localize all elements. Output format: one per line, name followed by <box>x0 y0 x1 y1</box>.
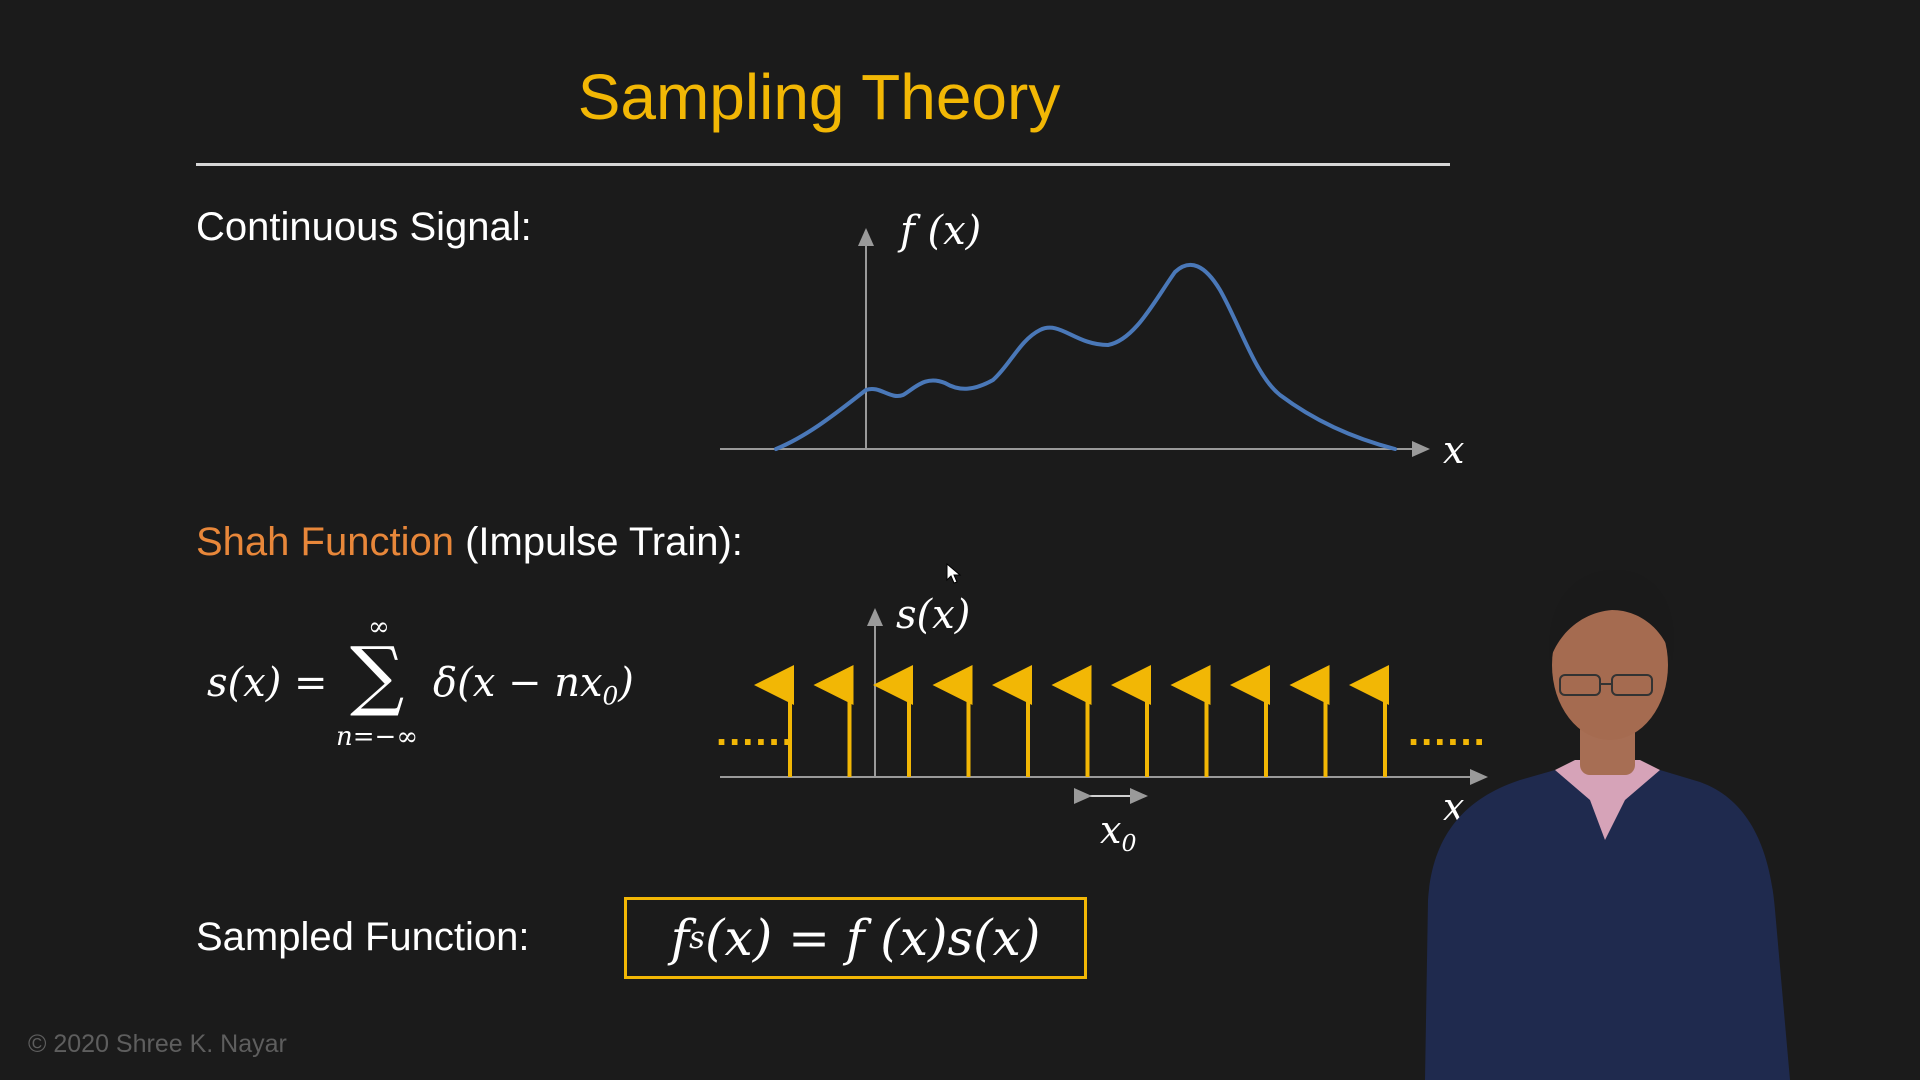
shah-x-label: x <box>1443 785 1465 829</box>
slide-title: Sampling Theory <box>577 61 1061 133</box>
continuous-x-label: x <box>1443 428 1465 472</box>
x0-label-base: x <box>1100 808 1122 852</box>
shah-formula-delta: δ(x − nx <box>433 660 603 706</box>
left-continuation-dots: ...... <box>716 710 795 754</box>
sx-axis-label: s(x) <box>896 592 971 638</box>
sampled-function-formula-box: f s (x) = f (x)s(x) <box>624 897 1087 979</box>
mouse-cursor-icon <box>946 563 962 584</box>
sampled-function-heading: Sampled Function: <box>196 915 530 959</box>
sampled-formula-rest: (x) = f (x)s(x) <box>705 909 1041 967</box>
sum-upper-limit: ∞ <box>368 612 390 642</box>
copyright-notice: © 2020 Shree K. Nayar <box>28 1030 287 1058</box>
sum-symbol: ∑ <box>350 630 405 719</box>
x0-label-sub: 0 <box>1121 829 1137 858</box>
title-divider <box>196 163 1450 166</box>
sum-lower-limit: n=−∞ <box>336 722 418 752</box>
shah-formula-rhs: δ(x − nx0) <box>433 660 634 711</box>
impulse-train <box>754 665 1389 777</box>
x0-label: x0 <box>1100 808 1136 857</box>
continuous-signal-heading: Continuous Signal: <box>196 205 532 249</box>
right-continuation-dots: ...... <box>1408 710 1487 754</box>
continuous-signal-curve <box>774 262 1397 451</box>
shah-formula-sub: 0 <box>602 681 619 711</box>
fx-axis-label: f (x) <box>900 208 982 254</box>
shah-formula-lhs: s(x) = <box>207 660 328 706</box>
sampled-f: f <box>670 909 690 967</box>
sampled-f-sub: s <box>689 920 706 956</box>
impulse-train-term: (Impulse Train): <box>453 520 743 564</box>
shah-function-term: Shah Function <box>196 520 454 564</box>
shah-formula-close: ) <box>618 660 634 706</box>
shah-heading: Shah Function (Impulse Train): <box>196 520 743 565</box>
